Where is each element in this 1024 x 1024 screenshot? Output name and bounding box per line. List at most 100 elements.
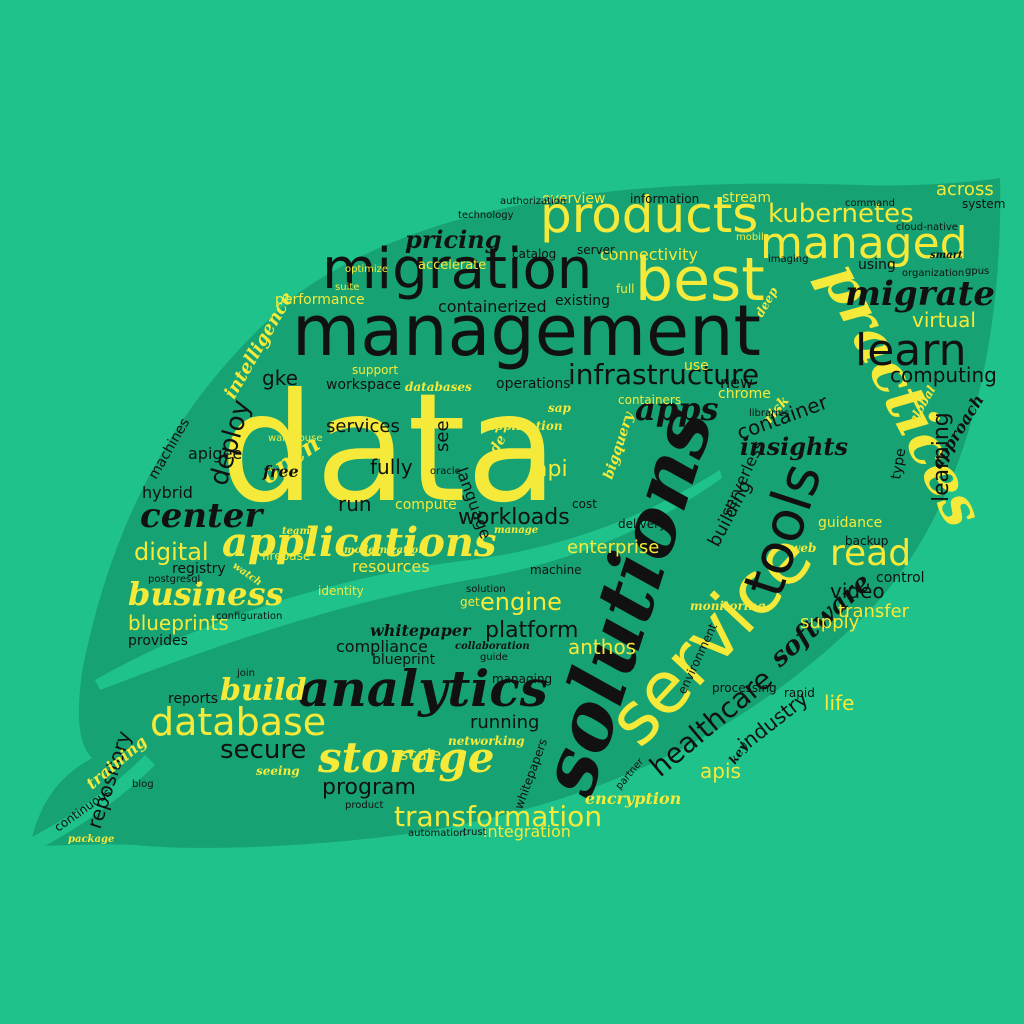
word: apps bbox=[635, 390, 719, 428]
word: learn bbox=[855, 325, 966, 376]
word: full bbox=[616, 282, 635, 296]
word: registry bbox=[172, 561, 226, 577]
leaf-vein bbox=[95, 470, 722, 690]
word: operations bbox=[496, 376, 571, 392]
word: package bbox=[68, 834, 114, 845]
word: oracle bbox=[430, 466, 461, 477]
word: run bbox=[338, 492, 372, 516]
word: across bbox=[936, 179, 994, 200]
word: delivery bbox=[618, 517, 666, 531]
word: compute bbox=[395, 497, 457, 513]
word: system bbox=[962, 197, 1005, 211]
word: secure bbox=[220, 735, 306, 765]
word: libraries bbox=[749, 408, 789, 419]
word: apis bbox=[700, 759, 741, 783]
word: solution bbox=[466, 584, 506, 595]
word: organization bbox=[902, 268, 964, 279]
word: integration bbox=[483, 822, 571, 841]
word: sap bbox=[548, 401, 572, 415]
word: compliance bbox=[336, 637, 428, 656]
word: cost bbox=[572, 497, 597, 511]
word: read bbox=[830, 533, 911, 574]
word: migration bbox=[322, 237, 592, 302]
word: video bbox=[830, 579, 885, 603]
word: blueprint bbox=[372, 652, 436, 668]
word: firebase bbox=[262, 549, 310, 563]
word: rapid bbox=[784, 686, 815, 700]
word: chrome bbox=[718, 386, 771, 402]
word: provides bbox=[128, 633, 188, 649]
word: blog bbox=[132, 779, 154, 790]
word: use bbox=[684, 358, 709, 374]
word: suite bbox=[335, 282, 359, 293]
word: support bbox=[352, 363, 398, 377]
word: blueprints bbox=[128, 611, 229, 635]
word: analytics bbox=[298, 659, 548, 718]
word: guide bbox=[480, 652, 508, 663]
word: configuration bbox=[216, 611, 282, 622]
word: migrate bbox=[845, 274, 995, 314]
word: guidance bbox=[818, 515, 882, 531]
word: stream bbox=[722, 190, 771, 206]
word: overview bbox=[542, 191, 605, 207]
word: data bbox=[220, 362, 558, 536]
word: business bbox=[128, 575, 283, 613]
word: best bbox=[635, 245, 765, 315]
word: applications bbox=[222, 519, 496, 566]
word: center bbox=[140, 496, 264, 536]
word: web bbox=[790, 541, 816, 555]
word: fully bbox=[370, 455, 413, 479]
word: containerized bbox=[438, 297, 547, 316]
word: optimize bbox=[345, 264, 388, 275]
word: get bbox=[460, 595, 480, 609]
word: see bbox=[432, 420, 453, 452]
word: monitoring bbox=[690, 599, 766, 613]
word: running bbox=[470, 712, 539, 733]
word: workspace bbox=[326, 377, 401, 393]
word: machine bbox=[530, 563, 582, 577]
word: connectivity bbox=[600, 245, 698, 264]
word: apigee bbox=[188, 444, 242, 463]
word: application bbox=[487, 419, 563, 433]
word: life bbox=[824, 691, 854, 715]
word: anthos bbox=[568, 635, 636, 659]
word: control bbox=[876, 570, 925, 586]
word: services bbox=[326, 416, 400, 437]
word: imaging bbox=[768, 254, 808, 265]
word: identity bbox=[318, 584, 364, 598]
word: transformation bbox=[394, 800, 602, 833]
word: automation bbox=[408, 828, 466, 839]
word: accelerate bbox=[418, 258, 486, 273]
word: managing bbox=[492, 672, 552, 686]
word: workloads bbox=[458, 505, 570, 530]
word: insights bbox=[740, 432, 849, 461]
word: computing bbox=[890, 363, 997, 387]
leaf-stem bbox=[26, 755, 155, 853]
word: product bbox=[345, 800, 384, 811]
word: new bbox=[720, 373, 753, 392]
word: database bbox=[150, 700, 326, 744]
word: information bbox=[630, 192, 699, 206]
word: smart bbox=[930, 250, 963, 261]
word: encryption bbox=[585, 789, 681, 808]
word: api bbox=[534, 457, 568, 482]
word: trust bbox=[463, 827, 487, 838]
word: transfer bbox=[838, 601, 910, 622]
word: reports bbox=[168, 691, 218, 707]
word: modernization bbox=[344, 545, 425, 556]
word: supply bbox=[800, 612, 860, 633]
word: gpus bbox=[965, 266, 989, 277]
word: containers bbox=[618, 393, 681, 407]
word: performance bbox=[275, 292, 365, 308]
word: digital bbox=[134, 538, 209, 566]
word: join bbox=[236, 668, 255, 679]
word: storage bbox=[317, 733, 495, 782]
word: server bbox=[577, 243, 615, 257]
word: build bbox=[220, 673, 307, 708]
word: databases bbox=[405, 380, 472, 394]
word: resources bbox=[352, 557, 430, 576]
word: manage bbox=[494, 525, 538, 536]
word: backup bbox=[845, 534, 888, 548]
leaf-shape bbox=[30, 178, 1001, 848]
